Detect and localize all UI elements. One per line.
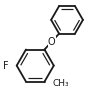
Text: CH₃: CH₃: [52, 79, 69, 88]
Text: F: F: [3, 61, 9, 71]
Text: O: O: [48, 37, 56, 47]
